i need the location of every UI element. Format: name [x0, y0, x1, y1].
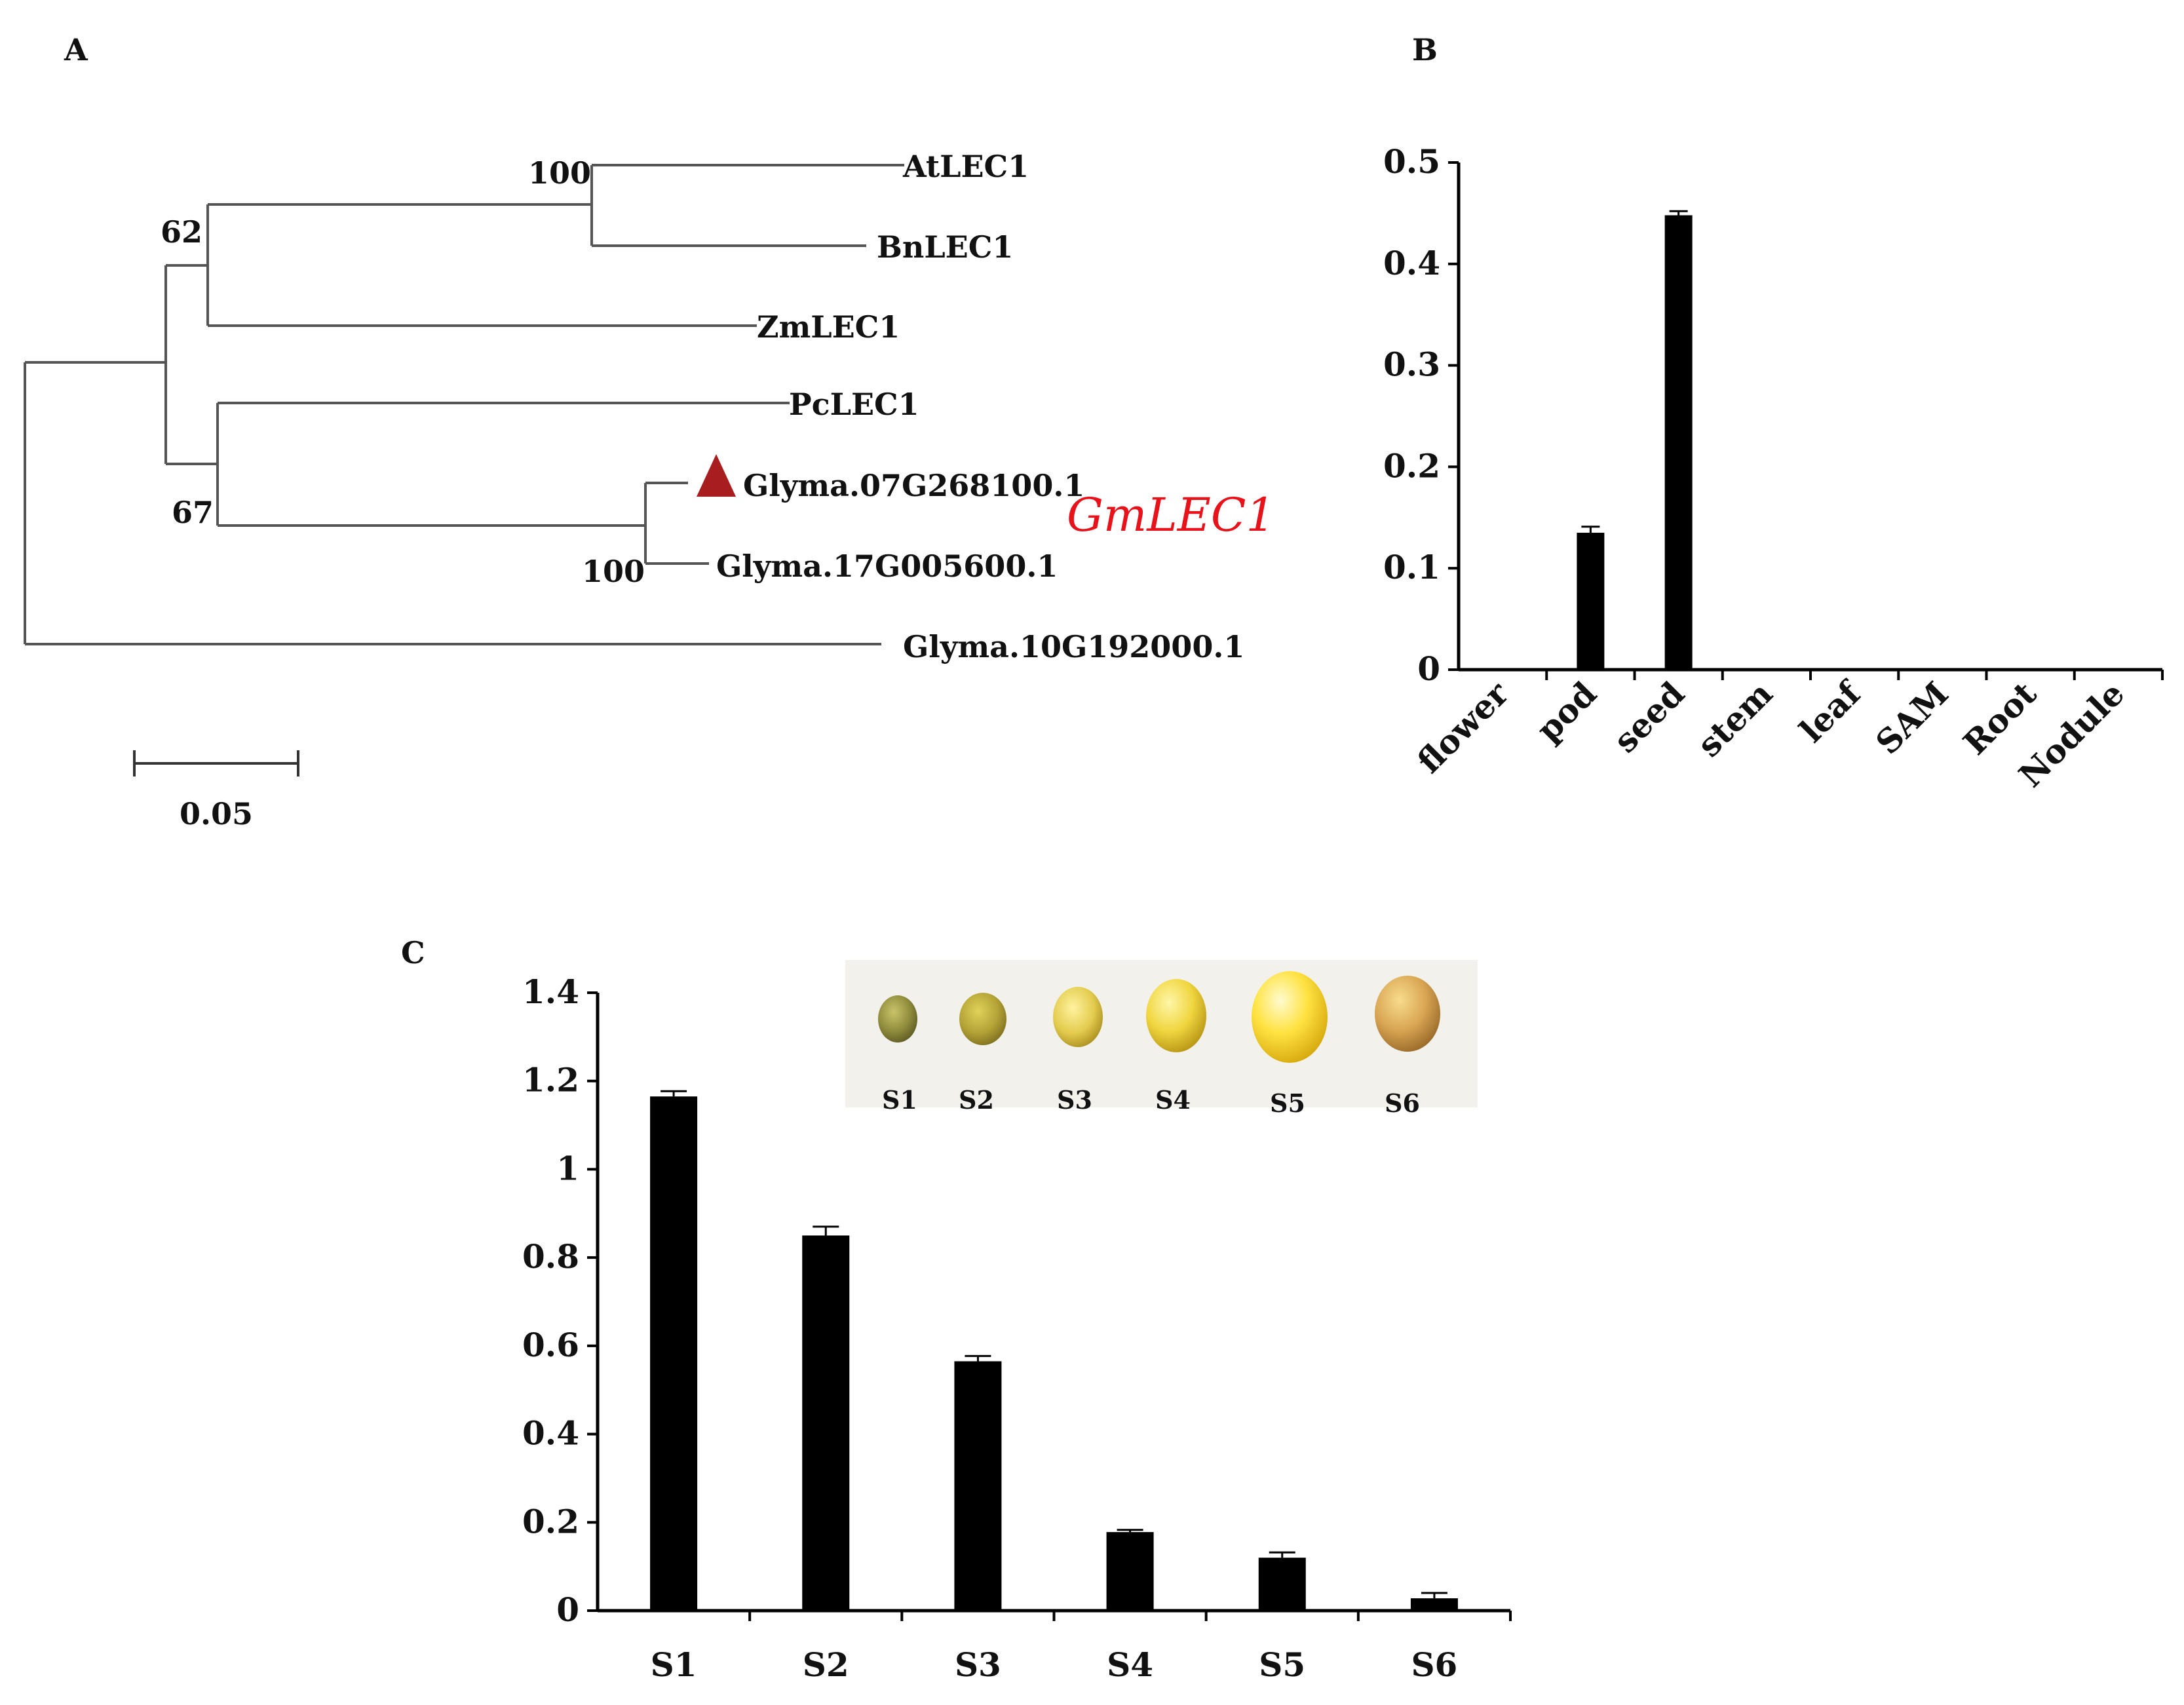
x-category-label: S4	[1107, 1645, 1153, 1684]
taxon-label: AtLEC1	[902, 149, 1029, 184]
y-tick-label: 0.2	[522, 1502, 579, 1541]
x-category-label: S6	[1411, 1645, 1457, 1684]
seed-stage-label: S3	[1057, 1085, 1092, 1115]
tree-branches	[24, 164, 904, 645]
seed-stage-photo: S1 S2 S3 S4 S5 S6	[845, 960, 1478, 1118]
seed-image-s2	[959, 993, 1006, 1045]
taxon-label: Glyma.10G192000.1	[903, 629, 1244, 664]
taxon-label: PcLEC1	[789, 387, 919, 422]
bar-s2	[802, 1235, 850, 1611]
tree-taxa-labels: AtLEC1 BnLEC1 ZmLEC1 PcLEC1 Glyma.07G268…	[716, 149, 1244, 664]
taxon-label: Glyma.07G268100.1	[743, 468, 1084, 503]
y-tick-label: 0.4	[1383, 244, 1440, 282]
bootstrap-value: 100	[528, 155, 591, 191]
seed-image-s3	[1053, 987, 1103, 1047]
bootstrap-value: 67	[172, 495, 214, 530]
bar-s6	[1410, 1598, 1458, 1611]
seed-image-s6	[1375, 976, 1440, 1052]
bar-s1	[650, 1096, 698, 1611]
y-tick-label: 1.4	[522, 972, 579, 1011]
taxon-label: ZmLEC1	[757, 309, 900, 345]
taxon-label: BnLEC1	[877, 229, 1013, 265]
seed-image-s4	[1146, 979, 1206, 1052]
x-category-label: SAM	[1868, 674, 1956, 762]
seed-stage-label: S2	[959, 1085, 994, 1115]
y-tick-label: 0.5	[1383, 142, 1440, 181]
x-category-label: S1	[651, 1645, 697, 1684]
bootstrap-value: 62	[161, 214, 202, 250]
scale-bar: 0.05	[133, 750, 299, 832]
bar-s4	[1106, 1532, 1154, 1611]
x-category-label: pod	[1529, 674, 1604, 750]
seed-stage-label: S5	[1270, 1088, 1305, 1118]
x-category-label: leaf	[1792, 672, 1869, 750]
x-category-label: S5	[1259, 1645, 1305, 1684]
y-tick-label: 1	[556, 1149, 579, 1187]
seed-stage-label: S6	[1385, 1088, 1420, 1118]
y-tick-label: 0.3	[1383, 345, 1440, 384]
x-category-label: S2	[803, 1645, 849, 1684]
bootstrap-values: 100 62 67 100	[161, 155, 645, 589]
y-tick-label: 0.6	[522, 1326, 579, 1364]
y-tick-label: 0.8	[522, 1237, 579, 1276]
bar-s3	[954, 1361, 1002, 1611]
y-tick-label: 0	[1417, 649, 1440, 688]
panel-a-letter: A	[64, 32, 88, 67]
seed-image-s1	[878, 995, 917, 1043]
y-tick-label: 0	[556, 1590, 579, 1629]
panel-a: A AtLEC1	[24, 32, 1275, 832]
taxon-label: Glyma.17G005600.1	[716, 548, 1058, 584]
seed-stage-expression-chart: 0 0.2 0.4 0.6 0.8 1 1.2 1.4 S1 S2 S3 S4 S5 S6	[522, 972, 1512, 1684]
gmlec1-highlight-label: GmLEC1	[1067, 488, 1275, 542]
y-tick-label: 1.2	[522, 1061, 579, 1100]
x-category-label: S3	[955, 1645, 1001, 1684]
y-tick-label: 0.4	[522, 1414, 579, 1453]
panel-c-letter: C	[401, 935, 425, 970]
y-tick-label: 0.1	[1383, 548, 1440, 586]
panel-b-letter: B	[1412, 32, 1438, 67]
y-tick-label: 0.2	[1383, 446, 1440, 485]
seed-stage-label: S4	[1155, 1085, 1191, 1115]
x-category-label: seed	[1606, 674, 1692, 760]
gene-marker-triangle-icon	[697, 454, 736, 497]
bar-pod	[1577, 533, 1605, 670]
x-category-label: stem	[1689, 674, 1780, 765]
seed-stage-label: S1	[882, 1085, 917, 1115]
x-category-label: flower	[1409, 674, 1516, 780]
bar-s5	[1258, 1558, 1306, 1611]
seed-image-s5	[1252, 971, 1328, 1063]
bootstrap-value: 100	[582, 554, 645, 589]
scale-bar-line	[133, 750, 299, 776]
panel-c: C 0 0.2 0.4 0.6 0.8 1 1.2 1.4 S1 S2 S3 S4 S5 S6 S1 S2…	[401, 935, 1512, 1684]
bar-seed	[1664, 215, 1693, 670]
scale-bar-label: 0.05	[180, 796, 253, 832]
